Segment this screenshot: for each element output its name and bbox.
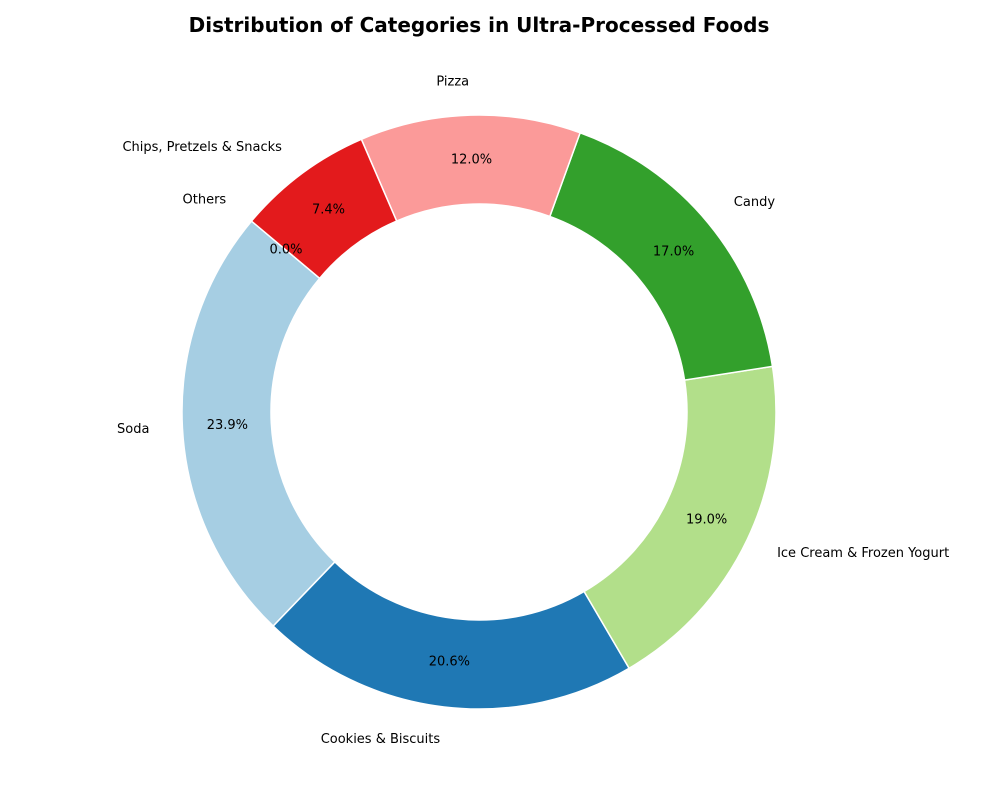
label-chips-pretzels-and-snacks: Chips, Pretzels & Snacks	[122, 140, 282, 155]
slice-pizza	[360, 114, 582, 222]
slice-cookies-and-biscuits	[272, 560, 631, 710]
percent-label-candy: 17.0%	[653, 244, 694, 259]
percent-label-ice-cream-and-frozen-yogurt: 19.0%	[686, 513, 727, 528]
slice-soda	[181, 220, 336, 628]
percent-labels-group: 23.9% 20.6% 19.0% 17.0% 12.0% 7.4% 0.0%	[207, 153, 728, 670]
slice-ice-cream-and-frozen-yogurt	[583, 365, 777, 670]
percent-label-pizza: 12.0%	[451, 153, 492, 168]
label-pizza: Pizza	[436, 75, 469, 90]
label-others: Others	[183, 192, 227, 207]
percent-label-cookies-and-biscuits: 20.6%	[429, 655, 470, 670]
label-cookies-and-biscuits: Cookies & Biscuits	[321, 732, 441, 747]
category-labels-group: Soda Cookies & Biscuits Ice Cream & Frozen…	[117, 75, 949, 748]
chart-title: Distribution of Categories in Ultra-Proc…	[189, 13, 770, 37]
label-ice-cream-and-frozen-yogurt: Ice Cream & Frozen Yogurt	[777, 546, 949, 561]
percent-label-others: 0.0%	[269, 243, 302, 258]
label-candy: Candy	[734, 195, 776, 210]
label-soda: Soda	[117, 422, 149, 437]
slice-chips-pretzels-and-snacks	[250, 138, 398, 280]
slices-group	[181, 114, 777, 710]
percent-label-chips-pretzels-and-snacks: 7.4%	[312, 202, 345, 217]
percent-label-soda: 23.9%	[207, 418, 248, 433]
